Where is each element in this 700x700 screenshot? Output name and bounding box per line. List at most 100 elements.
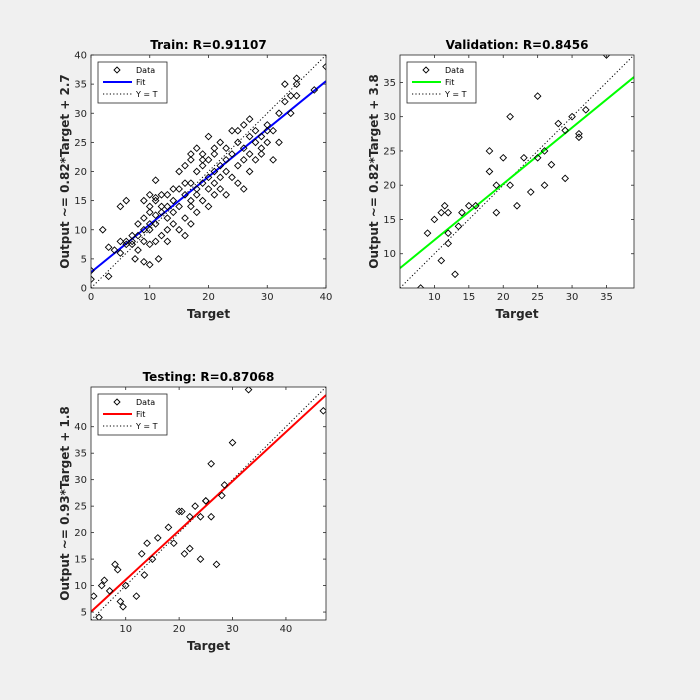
testing-data-point bbox=[148, 555, 157, 563]
train-data-point bbox=[151, 176, 160, 185]
validation-data-point bbox=[451, 270, 459, 279]
validation-data-point bbox=[568, 112, 576, 121]
train-data-point bbox=[140, 214, 148, 222]
train-data-point bbox=[145, 240, 154, 249]
validation-x-tick-label: 20 bbox=[497, 292, 510, 303]
testing-y-tick-label: 25 bbox=[74, 502, 87, 513]
train-data-point bbox=[181, 231, 189, 240]
testing-y-tick-label: 5 bbox=[81, 608, 87, 619]
train-data-point bbox=[245, 115, 254, 123]
validation-axes-box bbox=[399, 54, 635, 289]
validation-x-tick-label: 30 bbox=[566, 292, 579, 303]
testing-y-tick-label: 20 bbox=[74, 528, 87, 539]
train-data-point bbox=[192, 185, 201, 193]
validation-data-point bbox=[581, 105, 590, 114]
validation-data-point bbox=[547, 160, 556, 169]
testing-data-point bbox=[121, 581, 130, 590]
validation-y-tick-label: 10 bbox=[383, 249, 396, 260]
validation-legend-data-marker bbox=[422, 66, 430, 74]
train-data-point bbox=[192, 167, 201, 176]
testing-data-point bbox=[218, 491, 226, 500]
train-data-point bbox=[140, 225, 148, 234]
validation-data-point bbox=[533, 92, 542, 100]
validation-data-point bbox=[506, 112, 514, 121]
train-data-point bbox=[163, 190, 172, 199]
train-x-axis-label: Target bbox=[187, 307, 230, 321]
testing-identity-line bbox=[91, 387, 326, 620]
testing-y-axis-label: Output ~= 0.93*Target + 1.8 bbox=[58, 406, 72, 600]
testing-data-point bbox=[180, 549, 189, 558]
train-data-point bbox=[151, 211, 160, 220]
train-data-point bbox=[154, 255, 163, 263]
train-data-point bbox=[169, 220, 178, 228]
train-data-point bbox=[104, 272, 113, 281]
train-data-point bbox=[151, 196, 160, 205]
train-data-point bbox=[192, 208, 201, 217]
train-data-point bbox=[245, 167, 254, 176]
validation-data-point bbox=[471, 201, 480, 210]
train-data-point bbox=[104, 243, 113, 252]
testing-data-point bbox=[185, 544, 194, 553]
train-data-point bbox=[245, 150, 254, 158]
train-data-point bbox=[286, 109, 295, 118]
train-data-point bbox=[140, 257, 148, 266]
testing-data-point bbox=[111, 560, 119, 569]
train-data-point bbox=[157, 190, 166, 199]
validation-fit-line bbox=[400, 76, 634, 269]
train-legend-entry: Fit bbox=[136, 78, 145, 87]
testing-data-point bbox=[228, 438, 237, 447]
train-x-tick-label: 10 bbox=[143, 292, 156, 303]
train-data-point bbox=[145, 220, 154, 228]
train-data-point bbox=[122, 240, 131, 249]
train-data-point bbox=[251, 126, 260, 135]
validation-identity-line bbox=[400, 55, 634, 288]
train-data-point bbox=[292, 80, 301, 88]
train-data-point bbox=[175, 185, 183, 193]
validation-data-point bbox=[437, 208, 446, 217]
train-y-tick-label: 20 bbox=[74, 167, 87, 178]
testing-data-point bbox=[100, 576, 109, 585]
testing-data-point bbox=[116, 597, 125, 606]
train-data-point bbox=[257, 132, 266, 141]
testing-legend-data-marker bbox=[113, 398, 121, 406]
train-data-point bbox=[310, 86, 319, 94]
validation-data-point bbox=[464, 201, 473, 210]
train-data-point bbox=[169, 208, 178, 217]
train-data-point bbox=[222, 156, 230, 164]
testing-y-tick-label: 15 bbox=[74, 555, 87, 566]
train-data-point bbox=[204, 202, 213, 211]
validation-y-tick-label: 15 bbox=[383, 215, 396, 226]
train-data-point bbox=[210, 190, 219, 199]
testing-data-point bbox=[196, 512, 205, 521]
testing-data-point bbox=[143, 539, 151, 548]
train-data-point bbox=[216, 138, 225, 147]
train-data-point bbox=[134, 246, 142, 254]
train-data-point bbox=[228, 126, 236, 135]
train-data-point bbox=[181, 161, 189, 170]
train-title: Train: R=0.91107 bbox=[150, 38, 266, 52]
train-data-point bbox=[163, 225, 172, 234]
validation-data-point bbox=[444, 208, 453, 217]
train-data-point bbox=[131, 255, 139, 263]
validation-data-point bbox=[533, 153, 542, 162]
train-data-point bbox=[228, 150, 236, 158]
validation-x-tick-label: 10 bbox=[428, 292, 441, 303]
train-data-point bbox=[281, 97, 289, 106]
testing-x-axis-label: Target bbox=[187, 639, 230, 653]
train-data-point bbox=[157, 208, 166, 217]
train-data-point bbox=[198, 156, 207, 164]
validation-data-point bbox=[540, 181, 549, 190]
testing-data-point bbox=[97, 581, 106, 590]
testing-axes: 10 20 30 40 5 10 15 20 25 30 35 40 Testing: R=0.8706… bbox=[58, 370, 327, 653]
train-x-tick-label: 20 bbox=[202, 292, 215, 303]
validation-data-point bbox=[485, 147, 494, 155]
validation-legend-entry: Y = T bbox=[444, 90, 467, 99]
validation-data-point bbox=[520, 153, 528, 162]
train-data-point bbox=[251, 156, 260, 164]
train-data-point bbox=[322, 62, 326, 71]
train-data-point bbox=[181, 214, 189, 222]
train-data-point bbox=[134, 231, 142, 240]
validation-data-point bbox=[440, 201, 449, 210]
train-y-tick-label: 40 bbox=[74, 51, 87, 62]
